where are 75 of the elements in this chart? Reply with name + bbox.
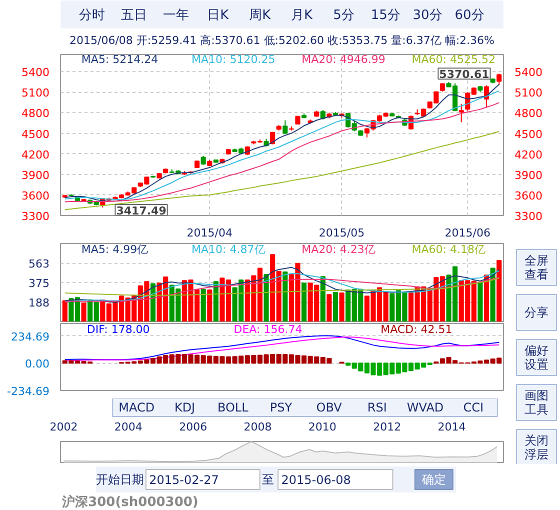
x-tick-label: 2006 bbox=[179, 420, 208, 434]
y-tick-label: 563 bbox=[28, 258, 50, 270]
text: MA60: 4525.52 bbox=[412, 52, 496, 66]
text: 2015-06-08 bbox=[281, 473, 351, 487]
y-tick-label: 3900 bbox=[22, 168, 50, 182]
text: RSI bbox=[367, 400, 387, 414]
y2-tick-label: 3600 bbox=[514, 189, 542, 202]
y2-tick-label: 4500 bbox=[514, 128, 542, 141]
text: MA5: 5214.24 bbox=[81, 52, 158, 66]
y2-tick-label: 4200 bbox=[514, 148, 542, 162]
text: MA20: 4946.99 bbox=[302, 52, 386, 66]
y-tick-label: 0.00 bbox=[25, 358, 50, 371]
x-tick-label: 2002 bbox=[50, 420, 78, 434]
text: 沪深300(sh000300) bbox=[61, 494, 198, 510]
series-label: DEA: 156.74 bbox=[234, 323, 302, 336]
text: WVAD bbox=[406, 400, 444, 414]
x-tick-label: 2012 bbox=[373, 420, 402, 434]
text: 30分 bbox=[412, 8, 442, 23]
y-tick-label: 375 bbox=[28, 277, 50, 290]
text: BOLL bbox=[217, 400, 249, 414]
text: MA20: 4.23亿 bbox=[302, 243, 376, 256]
text: KDJ bbox=[174, 400, 196, 414]
text: MACD bbox=[118, 400, 155, 414]
text: MA60: 4.18亿 bbox=[412, 243, 486, 256]
y2-tick-label: 5400 bbox=[514, 66, 542, 80]
y-tick-label: 3600 bbox=[22, 189, 50, 202]
y-tick-label: 5100 bbox=[22, 86, 50, 100]
x-tick-label: 2014 bbox=[438, 420, 466, 434]
text: 5分 bbox=[333, 8, 354, 23]
y2-tick-label: 5100 bbox=[514, 86, 542, 100]
x-tick-label: 2004 bbox=[114, 420, 142, 434]
y-tick-label: 188 bbox=[28, 296, 50, 310]
text: 开始日期 bbox=[96, 472, 144, 486]
text: 15分 bbox=[370, 8, 400, 23]
text: 关闭浮层 bbox=[524, 434, 548, 462]
y-tick-label: -234.69 bbox=[7, 385, 50, 398]
series-label: DIF: 178.00 bbox=[86, 323, 150, 336]
text: OBV bbox=[316, 400, 343, 414]
text: 月K bbox=[291, 8, 314, 23]
annotation: 5370.61 bbox=[439, 68, 490, 82]
x-tick-label: 2015/06 bbox=[444, 226, 490, 240]
y-tick-label: 5400 bbox=[22, 66, 50, 80]
x-tick-label: 2008 bbox=[244, 420, 272, 434]
text: 至 bbox=[262, 472, 274, 486]
text: CCI bbox=[463, 400, 484, 414]
y-tick-label: 234.69 bbox=[11, 330, 50, 344]
text: 确定 bbox=[420, 472, 446, 486]
text: MA10: 4.87亿 bbox=[192, 243, 266, 256]
x-tick-label: 2010 bbox=[308, 420, 336, 434]
text: 一年 bbox=[162, 8, 189, 23]
series-label: MACD: 42.51 bbox=[380, 323, 452, 336]
x-tick-label: 2015/05 bbox=[318, 226, 365, 240]
y2-tick-label: 3300 bbox=[514, 210, 542, 223]
annotation: 3417.49 bbox=[116, 204, 166, 218]
y2-tick-label: 4800 bbox=[514, 107, 542, 120]
x-tick-label: 2015/04 bbox=[186, 226, 232, 240]
y-tick-label: 4200 bbox=[22, 148, 50, 162]
y-tick-label: 4500 bbox=[22, 128, 50, 141]
text: MA10: 5120.25 bbox=[192, 52, 276, 66]
text: 60分 bbox=[454, 8, 484, 23]
text: PSY bbox=[270, 400, 293, 414]
text: 日K bbox=[207, 8, 230, 23]
text: MA5: 4.99亿 bbox=[81, 243, 148, 256]
text: 分享 bbox=[524, 306, 548, 320]
text: 偏好设置 bbox=[524, 344, 548, 372]
text: 2015-02-27 bbox=[149, 473, 219, 487]
text: 画图工具 bbox=[524, 388, 548, 416]
y-tick-label: 3300 bbox=[22, 210, 50, 223]
text: 全屏查看 bbox=[524, 254, 548, 282]
text: 周K bbox=[249, 8, 272, 23]
text: 分时 bbox=[79, 8, 106, 23]
y2-tick-label: 3900 bbox=[514, 168, 542, 182]
text: 五日 bbox=[121, 8, 148, 23]
y-tick-label: 4800 bbox=[22, 107, 50, 120]
text: 2015/06/08 开:5259.41 高:5370.61 低:5202.60 收:5353.75 量:6.37亿 幅:2.36% bbox=[70, 34, 495, 47]
